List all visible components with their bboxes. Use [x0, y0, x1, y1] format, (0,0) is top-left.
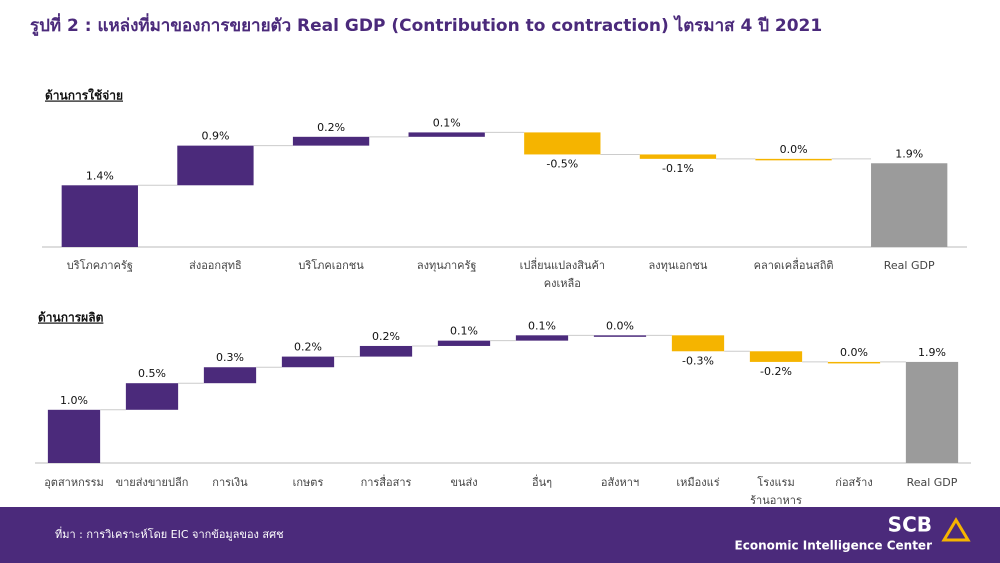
value-label: 0.0%	[780, 143, 808, 156]
x-tick-label: โรงแรมร้านอาหาร	[750, 475, 802, 507]
value-label: 1.4%	[86, 169, 114, 182]
x-tick-label-line: ร้านอาหาร	[750, 494, 802, 507]
bar	[593, 335, 647, 337]
section-title: ด้านการใช้จ่าย	[45, 88, 123, 103]
value-label: 0.1%	[433, 116, 461, 129]
x-tick-label: เกษตร	[293, 476, 324, 489]
bar	[639, 154, 717, 159]
x-tick-label: เหมืองแร่	[676, 476, 719, 489]
bar	[125, 383, 179, 410]
section-title: ด้านการผลิต	[38, 311, 104, 325]
value-label: 1.9%	[918, 346, 946, 359]
value-label: 0.2%	[317, 121, 345, 134]
bar	[524, 132, 601, 155]
bar	[47, 409, 101, 463]
value-label: 1.0%	[60, 394, 88, 407]
bar	[61, 185, 138, 247]
bar	[281, 356, 335, 368]
bar	[408, 132, 485, 137]
bar	[177, 145, 254, 186]
value-label: 1.9%	[895, 147, 923, 160]
x-tick-label: คลาดเคลื่อนสถิติ	[754, 257, 834, 272]
x-tick-label: การเงิน	[212, 476, 248, 489]
x-tick-label: เปลี่ยนแปลงสินค้าคงเหลือ	[520, 257, 605, 290]
value-label: 0.5%	[138, 367, 166, 380]
logo-subtitle: Economic Intelligence Center	[735, 539, 933, 553]
logo: SCB	[888, 513, 932, 537]
x-tick-label: ขายส่งขายปลีก	[116, 476, 189, 489]
x-tick-label: อุตสาหกรรม	[44, 476, 104, 489]
bar	[203, 367, 257, 384]
value-label: 0.0%	[606, 319, 634, 332]
x-tick-label-line: เปลี่ยนแปลงสินค้า	[520, 257, 605, 272]
value-label: -0.3%	[682, 354, 714, 367]
value-label: 0.1%	[450, 325, 478, 338]
value-label: 0.2%	[294, 341, 322, 354]
x-tick-label: บริโภคภาครัฐ	[67, 258, 133, 272]
bar	[905, 361, 959, 463]
bar	[359, 345, 413, 357]
value-label: -0.5%	[546, 157, 578, 170]
x-tick-label: การสื่อสาร	[361, 474, 412, 489]
page-title: รูปที่ 2 : แหล่งที่มาของการขยายตัว Real …	[30, 13, 822, 37]
x-tick-label-line: คงเหลือ	[544, 277, 581, 290]
bar	[755, 158, 832, 161]
value-label: 0.3%	[216, 351, 244, 364]
value-label: 0.0%	[840, 346, 868, 359]
bar	[437, 340, 491, 346]
bar	[871, 163, 948, 247]
bar	[292, 136, 370, 146]
x-tick-label: บริโภคเอกชน	[298, 258, 364, 272]
value-label: 0.9%	[201, 130, 229, 143]
x-tick-label: ส่งออกสุทธิ	[189, 259, 242, 272]
x-tick-label: ก่อสร้าง	[835, 476, 872, 489]
x-tick-label: ลงทุนเอกชน	[648, 259, 707, 272]
x-tick-label: Real GDP	[884, 259, 935, 272]
bar	[515, 335, 569, 341]
bar	[749, 351, 803, 362]
x-tick-label: ลงทุนภาครัฐ	[417, 259, 477, 272]
source-note: ที่มา : การวิเคราะห์โดย EIC จากข้อมูลของ…	[55, 526, 284, 541]
footer-band	[0, 507, 1000, 563]
x-tick-label: อสังหาฯ	[601, 476, 639, 489]
x-tick-label-line: โรงแรม	[757, 475, 794, 489]
x-tick-label: อื่นๆ	[532, 474, 552, 489]
x-tick-label: ขนส่ง	[450, 476, 477, 489]
bar	[827, 361, 881, 364]
logo-icon	[941, 517, 971, 542]
x-tick-label: Real GDP	[907, 476, 958, 489]
value-label: 0.2%	[372, 330, 400, 343]
value-label: -0.1%	[662, 162, 694, 175]
value-label: 0.1%	[528, 319, 556, 332]
bar	[671, 335, 725, 352]
value-label: -0.2%	[760, 365, 792, 378]
